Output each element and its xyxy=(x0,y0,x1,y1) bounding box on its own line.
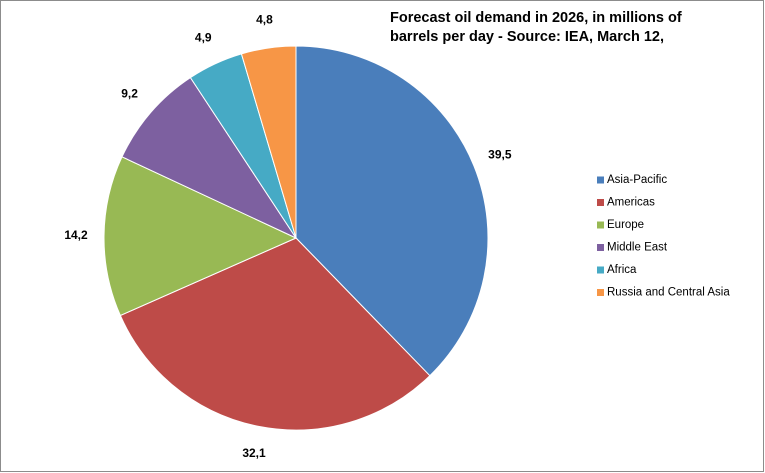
chart-title: Forecast oil demand in 2026, in millions… xyxy=(390,10,682,26)
legend-label: Europe xyxy=(607,219,644,231)
data-label: 32,1 xyxy=(242,446,266,460)
data-label: 39,5 xyxy=(488,147,512,161)
legend-swatch xyxy=(597,289,604,296)
legend-swatch xyxy=(597,266,604,274)
chart-title: barrels per day - Source: IEA, March 12, xyxy=(390,29,664,45)
pie-slice xyxy=(121,76,298,240)
legend-label: Africa xyxy=(607,264,637,276)
legend-label: Russia and Central Asia xyxy=(607,287,730,299)
pie-slice xyxy=(295,45,489,377)
legend-swatch xyxy=(597,199,604,206)
data-label: 14,2 xyxy=(64,228,88,242)
data-label: 4,9 xyxy=(195,31,212,45)
legend-label: Asia-Pacific xyxy=(607,174,667,186)
pie-slice xyxy=(240,45,297,239)
legend-swatch xyxy=(597,221,604,229)
legend-label: Middle East xyxy=(607,242,668,254)
legend-swatch xyxy=(597,176,604,184)
pie-slice xyxy=(119,237,431,431)
data-label: 9,2 xyxy=(121,86,138,100)
legend-swatch xyxy=(597,244,604,251)
legend-label: Americas xyxy=(607,197,655,209)
pie-slice xyxy=(103,156,298,317)
data-label: 4,8 xyxy=(256,12,273,26)
